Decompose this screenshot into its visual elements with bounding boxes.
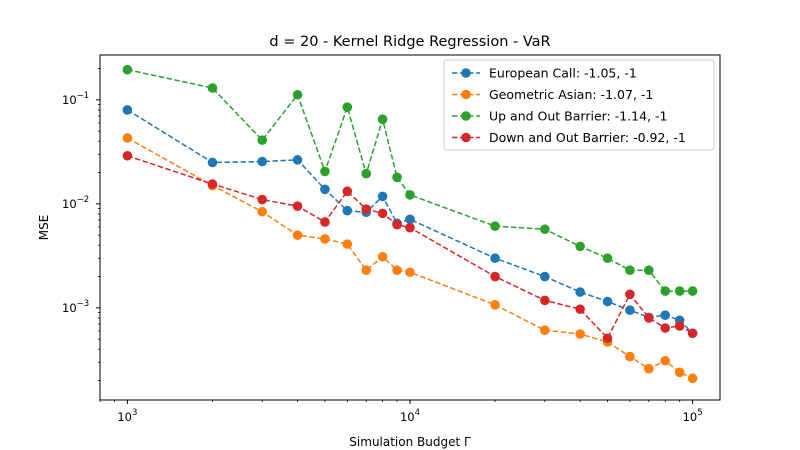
y-tick-label: 10−2 [62, 195, 89, 211]
data-point [122, 105, 133, 115]
legend-item: Down and Out Barrier: -0.92, -1 [452, 130, 686, 145]
data-point [377, 114, 388, 125]
x-tick-label: 105 [683, 408, 703, 424]
y-axis-ticks: 10−3 10−2 10−1 [62, 68, 100, 381]
data-point [490, 299, 500, 310]
series-layer [122, 64, 698, 384]
data-point [644, 363, 654, 374]
data-point [660, 310, 671, 320]
y-tick-label: 10−1 [62, 91, 89, 107]
data-point [342, 205, 353, 216]
data-point [687, 328, 698, 339]
data-point [674, 321, 685, 331]
data-point [320, 217, 330, 227]
data-point [122, 64, 133, 75]
data-point [405, 222, 415, 233]
data-point [292, 155, 303, 165]
chart-title: d = 20 - Kernel Ridge Regression - VaR [269, 34, 550, 50]
data-point [490, 271, 500, 282]
legend-marker [461, 68, 471, 78]
data-point [257, 194, 268, 205]
plot-frame [99, 54, 721, 401]
x-axis-ticks: 103 104 105 [99, 400, 703, 424]
series-2 [122, 64, 698, 296]
data-point [602, 253, 613, 264]
data-point [377, 251, 388, 262]
data-point [342, 239, 353, 249]
data-point [575, 241, 585, 252]
data-point [540, 224, 550, 235]
data-point [660, 286, 671, 296]
data-point [490, 221, 500, 231]
data-point [207, 179, 218, 189]
legend-marker [461, 132, 471, 143]
legend-item: Geometric Asian: -1.07, -1 [452, 87, 653, 102]
data-point [625, 289, 635, 300]
data-point [392, 172, 402, 183]
data-point [602, 333, 613, 344]
data-point [122, 150, 133, 161]
series-3 [122, 150, 698, 344]
data-point [361, 168, 372, 179]
data-point [377, 208, 388, 219]
data-point [392, 219, 402, 230]
legend-label: Geometric Asian: -1.07, -1 [489, 87, 653, 102]
data-point [602, 296, 613, 307]
data-point [320, 234, 330, 244]
data-point [342, 102, 353, 113]
legend-item: Up and Out Barrier: -1.14, -1 [452, 109, 668, 124]
data-point [361, 204, 372, 214]
legend-label: Up and Out Barrier: -1.14, -1 [489, 109, 668, 124]
data-point [625, 265, 635, 276]
data-point [674, 367, 685, 378]
legend-marker [461, 111, 471, 121]
x-tick-label: 104 [400, 408, 420, 424]
data-point [575, 304, 585, 315]
data-point [405, 267, 415, 278]
data-point [257, 206, 268, 217]
legend-frame [443, 59, 715, 151]
data-point [625, 305, 635, 315]
legend: European Call: -1.05, -1 Geometric Asian:… [443, 59, 715, 151]
y-tick-label: 10−3 [62, 299, 89, 315]
data-point [257, 156, 268, 167]
y-axis-label: MSE [37, 215, 51, 241]
data-point [540, 271, 550, 282]
data-point [625, 351, 635, 362]
legend-marker [461, 89, 471, 100]
x-axis-label: Simulation Budget Γ [349, 435, 471, 449]
data-point [674, 286, 685, 296]
data-point [687, 373, 698, 384]
legend-label: European Call: -1.05, -1 [489, 66, 637, 81]
x-tick-label: 103 [117, 408, 137, 424]
data-point [490, 253, 500, 264]
data-point [320, 166, 330, 177]
data-point [405, 190, 415, 200]
data-point [540, 325, 550, 335]
data-point [392, 265, 402, 276]
data-point [644, 313, 654, 323]
data-point [575, 329, 585, 339]
data-point [687, 286, 698, 296]
data-point [361, 265, 372, 276]
legend-label: Down and Out Barrier: -0.92, -1 [489, 130, 686, 145]
data-point [257, 135, 268, 145]
data-point [292, 89, 303, 100]
legend-item: European Call: -1.05, -1 [452, 66, 637, 81]
data-point [122, 133, 133, 143]
data-point [660, 323, 671, 333]
data-point [292, 230, 303, 240]
data-point [320, 184, 330, 195]
data-point [405, 214, 415, 225]
data-point [644, 265, 654, 276]
data-point [207, 157, 218, 168]
data-point [660, 355, 671, 366]
data-point [342, 186, 353, 197]
data-point [292, 201, 303, 211]
data-point [207, 83, 218, 93]
data-point [377, 191, 388, 202]
data-point [575, 287, 585, 297]
data-point [540, 295, 550, 306]
